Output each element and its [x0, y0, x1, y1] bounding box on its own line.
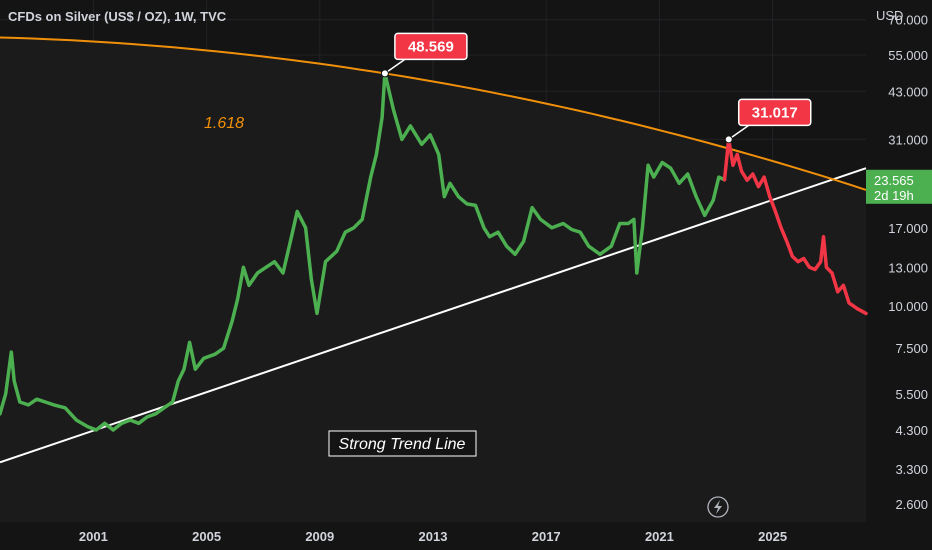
callout-label: 31.017 — [752, 104, 798, 121]
chart-title: CFDs on Silver (US$ / OZ), 1W, TVC — [8, 9, 227, 24]
fib-curve — [0, 36, 867, 191]
x-tick-label: 2013 — [419, 529, 448, 544]
y-tick-label: 17.000 — [888, 221, 928, 236]
bar-countdown: 2d 19h — [874, 188, 914, 203]
y-tick-label: 10.000 — [888, 299, 928, 314]
x-tick-label: 2025 — [758, 529, 787, 544]
fib-level-label: 1.618 — [204, 115, 244, 132]
callout-marker — [724, 135, 733, 144]
price-series — [0, 71, 868, 432]
y-tick-label: 7.500 — [895, 341, 928, 356]
callout-label: 48.569 — [408, 38, 454, 55]
x-tick-label: 2005 — [192, 529, 221, 544]
callout-box — [394, 32, 468, 61]
chart-annotations: 48.569 31.017 1.618 Strong Trend Line — [204, 32, 812, 518]
lightning-bolt-icon — [714, 500, 722, 514]
overlay-lines — [0, 36, 867, 522]
trend-label-box — [328, 430, 477, 457]
current-price-value: 23.565 — [874, 173, 914, 188]
trend-line — [0, 167, 867, 464]
y-tick-label: 2.600 — [895, 497, 928, 512]
lightning-icon[interactable] — [707, 496, 729, 518]
currency-label: USD — [876, 8, 903, 23]
y-tick-label: 70.000 — [888, 13, 928, 28]
y-tick-label: 31.000 — [888, 132, 928, 147]
x-tick-label: 2017 — [532, 529, 561, 544]
x-tick-label: 2001 — [79, 529, 108, 544]
x-tick-label: 2021 — [645, 529, 674, 544]
callout-box — [737, 98, 812, 127]
y-tick-label: 13.000 — [888, 260, 928, 275]
y-tick-label: 55.000 — [888, 48, 928, 63]
x-tick-label: 2009 — [305, 529, 334, 544]
current-price-tag[interactable] — [866, 169, 932, 204]
fib-zone-shade — [0, 37, 866, 522]
y-tick-label: 3.300 — [895, 462, 928, 477]
y-tick-label: 43.000 — [888, 84, 928, 99]
time-axis[interactable]: 2001 2005 2009 2013 2017 2021 2025 — [79, 529, 787, 544]
y-tick-label: 4.300 — [895, 423, 928, 438]
callout-marker — [380, 69, 389, 78]
callout-leader — [384, 58, 406, 75]
trend-line-label: Strong Trend Line — [339, 436, 466, 453]
price-axis[interactable]: 70.000 55.000 43.000 31.000 17.000 13.000 10.0… — [866, 13, 932, 512]
price-line-projection — [722, 137, 868, 316]
y-tick-label: 5.500 — [895, 387, 928, 402]
price-line-history — [0, 71, 727, 432]
callout-leader — [728, 124, 750, 140]
